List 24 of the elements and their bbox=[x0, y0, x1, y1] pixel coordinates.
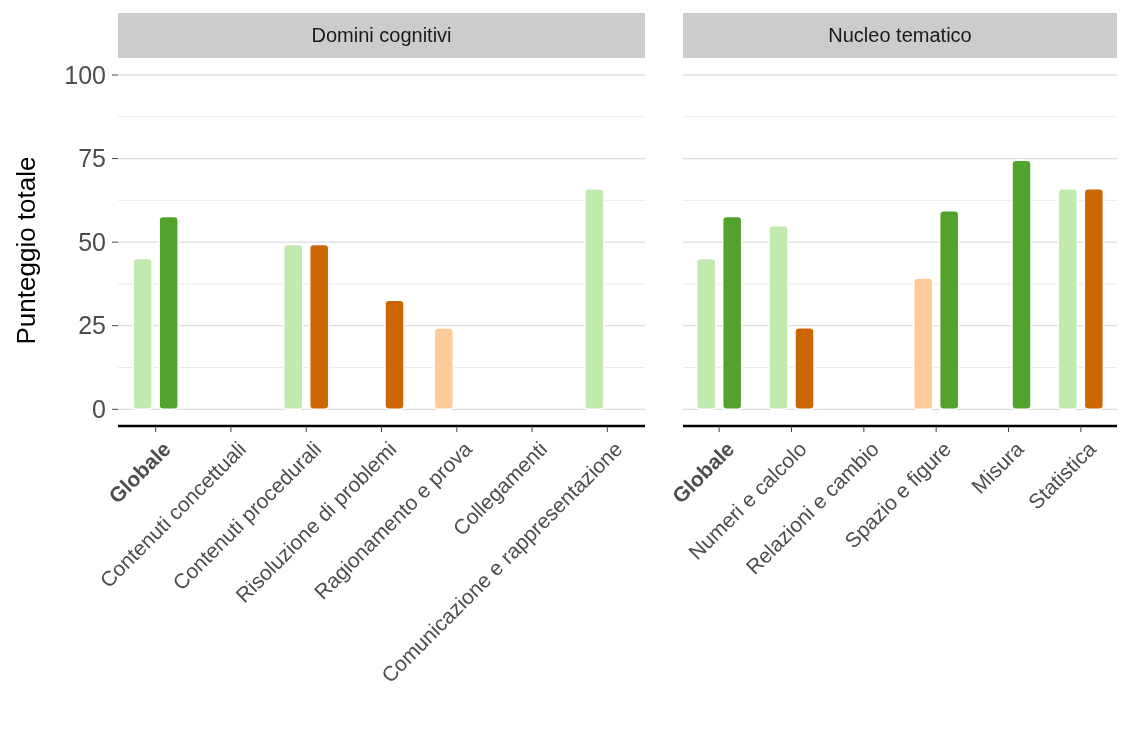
y-tick-label: 0 bbox=[92, 395, 106, 424]
y-tick-label: 75 bbox=[78, 144, 106, 173]
bar bbox=[695, 257, 717, 411]
bar bbox=[1083, 187, 1105, 411]
bar bbox=[912, 277, 934, 411]
bar bbox=[768, 225, 789, 411]
y-axis-title: Punteggio totale bbox=[11, 156, 41, 345]
y-tick-label: 25 bbox=[78, 311, 106, 340]
bar bbox=[384, 299, 405, 411]
bar bbox=[1011, 159, 1032, 411]
bar bbox=[1057, 187, 1079, 411]
bar bbox=[158, 215, 179, 411]
bar bbox=[794, 326, 815, 411]
bar bbox=[938, 209, 960, 411]
bar bbox=[433, 327, 455, 411]
bar bbox=[282, 243, 304, 411]
bar bbox=[584, 187, 605, 411]
bar bbox=[132, 257, 153, 411]
chart-title: Nucleo tematico bbox=[828, 24, 972, 46]
chart-title: Domini cognitivi bbox=[311, 24, 452, 46]
y-tick-label: 100 bbox=[64, 60, 106, 89]
bar bbox=[721, 215, 743, 411]
bar bbox=[308, 243, 330, 411]
y-tick-label: 50 bbox=[78, 227, 106, 256]
